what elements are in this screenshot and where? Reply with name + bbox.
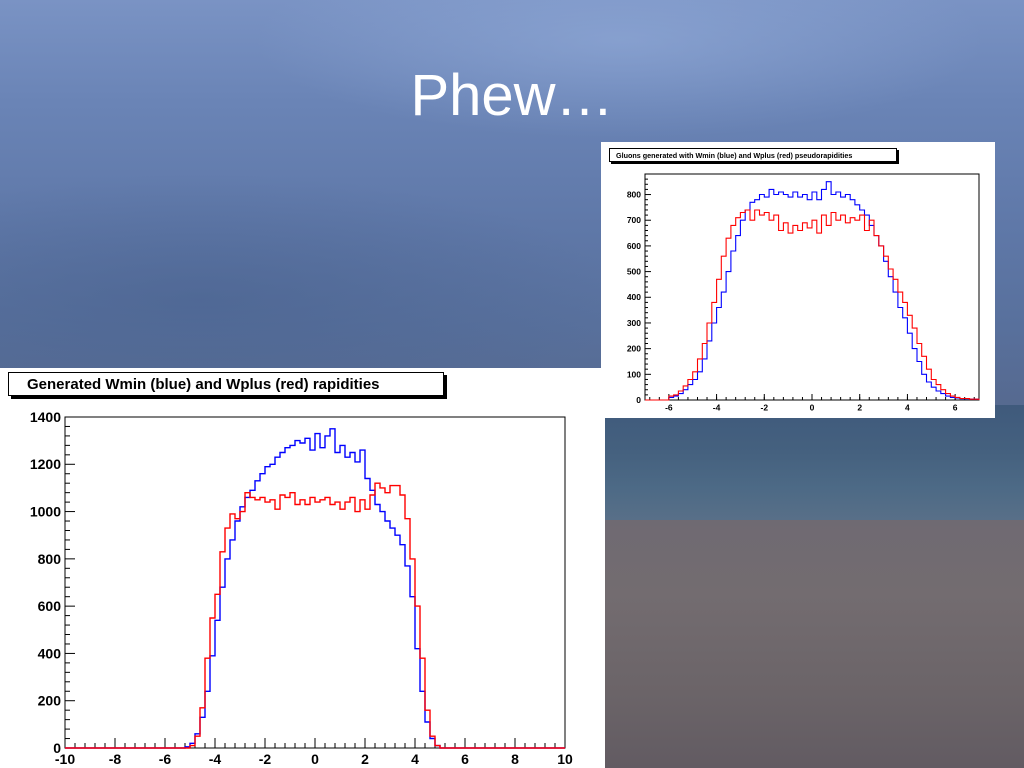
rapidity-y-tick-label: 1400 xyxy=(30,409,61,425)
rapidity-x-tick-label: 2 xyxy=(361,751,369,767)
rapidity-x-tick-label: -2 xyxy=(259,751,272,767)
pseudorapidity-y-tick-label: 800 xyxy=(627,190,641,200)
rapidity-y-tick-label: 200 xyxy=(38,693,62,709)
pseudorapidity-y-tick-label: 500 xyxy=(627,267,641,277)
rapidity-x-tick-label: 10 xyxy=(557,751,573,767)
pseudorapidity-y-tick-label: 600 xyxy=(627,241,641,251)
rapidity-x-tick-label: 0 xyxy=(311,751,319,767)
rapidity-plot-frame xyxy=(64,416,566,749)
pseudorapidity-x-tick-label: -2 xyxy=(761,403,769,413)
rapidity-y-tick-label: 1200 xyxy=(30,456,61,472)
rapidity-series-red-line xyxy=(65,482,565,749)
rapidity-x-tick-label: -10 xyxy=(55,751,75,767)
pseudorapidity-y-tick-label: 400 xyxy=(627,292,641,302)
pseudorapidity-x-tick-label: 2 xyxy=(857,403,862,413)
pseudorapidity-x-tick-label: -6 xyxy=(665,403,673,413)
rapidity-histogram-chart: 0 200 400 600 800 1000 1200 1400 -10 -8 -6 -4 -2 0 2 4 6… xyxy=(30,409,573,767)
pseudorapidity-histogram-chart: 0 100 200 300 400 500 600 700 800 -6 -4 -2 0 2 4 6 xyxy=(627,173,980,413)
rapidity-x-tick-label: 8 xyxy=(511,751,519,767)
rapidity-histogram-panel: 0 200 400 600 800 1000 1200 1400 -10 -8 -6 -4 -2 0 2 4 6… xyxy=(0,368,605,768)
pseudorapidity-x-tick-label: -4 xyxy=(713,403,721,413)
rapidity-y-tick-label: 1000 xyxy=(30,503,61,519)
pseudorapidity-y-tick-label: 200 xyxy=(627,344,641,354)
pseudorapidity-series-red-line xyxy=(645,209,980,401)
pseudorapidity-plot-frame xyxy=(644,173,980,401)
rapidity-x-tick-label: 6 xyxy=(461,751,469,767)
pseudorapidity-y-tick-label: 100 xyxy=(627,369,641,379)
rapidity-series-blue-line xyxy=(65,428,565,749)
rapidity-x-tick-label: -8 xyxy=(109,751,122,767)
slide-title: Phew… xyxy=(410,63,614,128)
rapidity-x-tick-label: -4 xyxy=(209,751,222,767)
rapidity-x-tick-label: 4 xyxy=(411,751,419,767)
rapidity-y-tick-label: 400 xyxy=(38,645,62,661)
pseudorapidity-y-tick-label: 300 xyxy=(627,318,641,328)
rapidity-y-tick-label: 0 xyxy=(53,740,61,756)
pseudorapidity-histogram-panel: 0 100 200 300 400 500 600 700 800 -6 -4 -2 0 2 4 6 Gluo… xyxy=(601,142,995,418)
pseudorapidity-series-blue-line xyxy=(645,181,980,401)
pseudorapidity-x-tick-label: 0 xyxy=(810,403,815,413)
rapidity-y-tick-label: 800 xyxy=(38,551,62,567)
pseudorapidity-chart-title: Gluons generated with Wmin (blue) and Wp… xyxy=(609,148,897,162)
pseudorapidity-x-tick-label: 6 xyxy=(953,403,958,413)
pseudorapidity-y-tick-label: 0 xyxy=(636,395,641,405)
rapidity-chart-title: Generated Wmin (blue) and Wplus (red) ra… xyxy=(8,372,444,396)
pseudorapidity-y-tick-label: 700 xyxy=(627,215,641,225)
rapidity-y-tick-label: 600 xyxy=(38,598,62,614)
rapidity-x-tick-label: -6 xyxy=(159,751,172,767)
pseudorapidity-x-tick-label: 4 xyxy=(905,403,910,413)
